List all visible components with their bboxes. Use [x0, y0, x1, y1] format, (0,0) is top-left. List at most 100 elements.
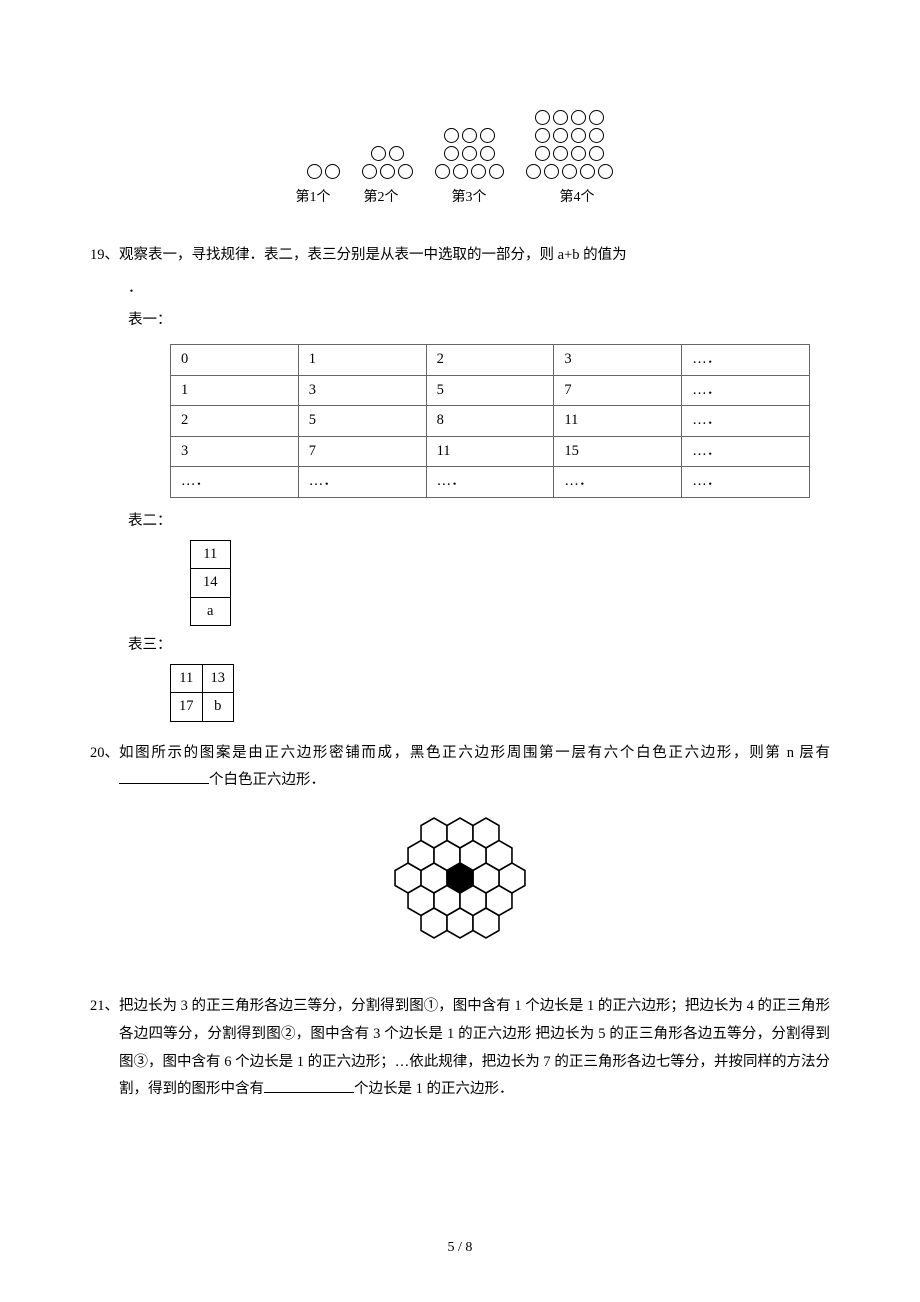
table-row: 14: [191, 569, 231, 598]
problem-20: 20、 如图所示的图案是由正六边形密铺而成，黑色正六边形周围第一层有六个白色正六…: [90, 740, 830, 795]
table-cell: 14: [191, 569, 231, 598]
circle-icon: [535, 110, 550, 125]
table-cell: 0: [171, 345, 299, 376]
problem-21-text-after: 个边长是 1 的正六边形．: [354, 1081, 514, 1097]
pile-label-3: 第3个: [431, 185, 507, 212]
blank-fill-20: [119, 769, 209, 785]
circle-icon: [598, 164, 613, 179]
circle-icon: [307, 164, 322, 179]
hexagon-svg: [375, 803, 545, 953]
problem-21: 21、 把边长为 3 的正三角形各边三等分，分割得到图①，图中含有 1 个边长是…: [90, 993, 830, 1103]
circle-icon: [380, 164, 395, 179]
circle-icon: [544, 164, 559, 179]
table-row: 25811…．: [171, 406, 810, 437]
circle-pile: [307, 164, 340, 179]
table-row: 1357…．: [171, 375, 810, 406]
circle-piles-labels: 第1个 第2个 第3个 第4个: [90, 185, 830, 212]
circle-icon: [571, 128, 586, 143]
circle-row: [362, 164, 413, 179]
hex-white: [473, 863, 499, 893]
table2-wrap: 1114a: [190, 540, 830, 627]
circle-pile: [526, 110, 613, 179]
table1: 0123…．1357…．25811…．371115…．…．…．…．…．…．: [170, 344, 810, 498]
circle-icon: [371, 146, 386, 161]
table2: 1114a: [190, 540, 231, 627]
circle-row: [535, 110, 604, 125]
circle-icon: [571, 146, 586, 161]
pile-label-4: 第4个: [529, 185, 625, 212]
table3-wrap: 111317b: [170, 664, 830, 722]
circle-row: [526, 164, 613, 179]
table-row: …．…．…．…．…．: [171, 467, 810, 498]
table-row: 11: [191, 540, 231, 569]
circle-icon: [389, 146, 404, 161]
circle-pile: [362, 146, 413, 179]
table-cell: …．: [682, 467, 810, 498]
circle-icon: [589, 146, 604, 161]
problem-20-text-before: 如图所示的图案是由正六边形密铺而成，黑色正六边形周围第一层有六个白色正六边形，则…: [119, 745, 830, 761]
table1-wrap: 0123…．1357…．25811…．371115…．…．…．…．…．…．: [170, 344, 830, 498]
circle-icon: [444, 146, 459, 161]
table-cell: …．: [426, 467, 554, 498]
circle-icon: [325, 164, 340, 179]
table-row: 371115…．: [171, 436, 810, 467]
table-cell: 8: [426, 406, 554, 437]
circle-icon: [480, 128, 495, 143]
circle-icon: [471, 164, 486, 179]
circle-row: [444, 128, 495, 143]
table-cell: …．: [682, 406, 810, 437]
table-cell: 3: [298, 375, 426, 406]
table-cell: 3: [554, 345, 682, 376]
problem-21-number: 21、: [90, 993, 119, 1103]
pile-label-1: 第1个: [295, 185, 331, 212]
table-cell: b: [202, 693, 234, 722]
problem-21-text: 把边长为 3 的正三角形各边三等分，分割得到图①，图中含有 1 个边长是 1 的…: [119, 993, 830, 1103]
problem-19: 19、 观察表一，寻找规律．表二，表三分别是从表一中选取的一部分，则 a+b 的…: [90, 242, 830, 270]
problem-20-number: 20、: [90, 740, 119, 795]
problem-19-text: 观察表一，寻找规律．表二，表三分别是从表一中选取的一部分，则 a+b 的值为: [119, 242, 830, 270]
circle-piles-figure: 第1个 第2个 第3个 第4个: [90, 110, 830, 212]
table-cell: 1: [171, 375, 299, 406]
hex-center-black: [447, 863, 473, 893]
circle-icon: [489, 164, 504, 179]
circle-icon: [535, 128, 550, 143]
table2-label: 表二：: [128, 508, 830, 536]
circle-icon: [553, 110, 568, 125]
table-row: 0123…．: [171, 345, 810, 376]
circle-icon: [444, 128, 459, 143]
table-cell: 7: [554, 375, 682, 406]
table-cell: 2: [171, 406, 299, 437]
circle-icon: [435, 164, 450, 179]
circle-row: [371, 146, 404, 161]
circle-icon: [589, 110, 604, 125]
table-cell: 11: [554, 406, 682, 437]
pile-label-2: 第2个: [353, 185, 409, 212]
table-cell: 5: [298, 406, 426, 437]
table-cell: …．: [682, 375, 810, 406]
table-cell: 1: [298, 345, 426, 376]
table-cell: 2: [426, 345, 554, 376]
table3-label: 表三：: [128, 632, 830, 660]
table-row: 1113: [171, 664, 234, 693]
table-row: a: [191, 597, 231, 626]
circle-row: [535, 128, 604, 143]
circle-row: [435, 164, 504, 179]
circle-icon: [453, 164, 468, 179]
table-cell: 17: [171, 693, 203, 722]
table-cell: 11: [171, 664, 203, 693]
circle-icon: [535, 146, 550, 161]
page: 第1个 第2个 第3个 第4个 19、 观察表一，寻找规律．表二，表三分别是从表…: [0, 0, 920, 1302]
circle-icon: [562, 164, 577, 179]
circle-icon: [398, 164, 413, 179]
circle-icon: [480, 146, 495, 161]
page-footer: 5 / 8: [0, 1235, 920, 1262]
problem-20-text-after: 个白色正六边形．: [209, 772, 325, 788]
table1-label: 表一：: [128, 307, 830, 335]
table-cell: a: [191, 597, 231, 626]
table-cell: 7: [298, 436, 426, 467]
blank-fill-21: [264, 1078, 354, 1094]
problem-20-text: 如图所示的图案是由正六边形密铺而成，黑色正六边形周围第一层有六个白色正六边形，则…: [119, 740, 830, 795]
hexagon-figure: [90, 803, 830, 964]
table-cell: 5: [426, 375, 554, 406]
circle-pile: [435, 128, 504, 179]
